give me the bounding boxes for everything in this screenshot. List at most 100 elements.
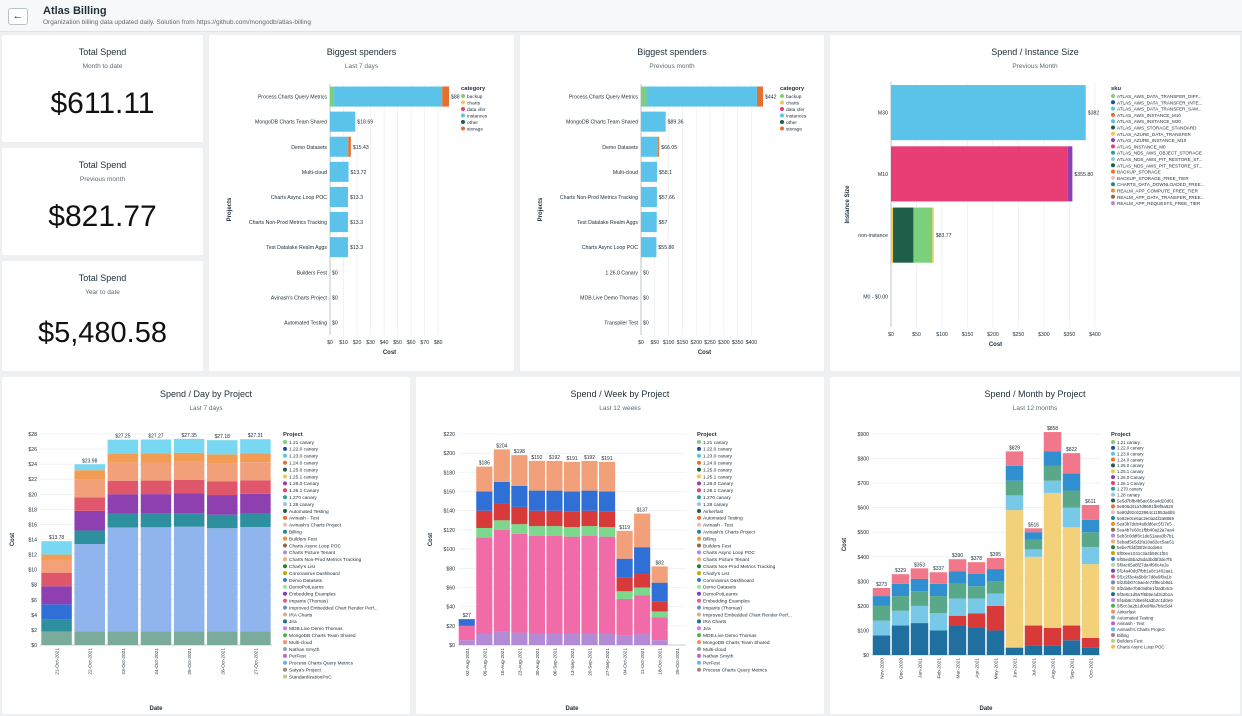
chart-plot[interactable]: $0 $2 $4 $6 $8 $10 $12 $14 $16 $18 $20 $22 $24 $26 $28… (2, 377, 410, 714)
bar-segment[interactable] (651, 611, 668, 618)
bar-segment[interactable] (581, 460, 598, 491)
bar-segment[interactable] (173, 513, 205, 527)
chart-plot[interactable]: $0 $10 $20 $30 $40 $50 $60 $70 $80 Cost Projects Pr… (209, 35, 514, 371)
bar-segment[interactable] (641, 86, 647, 107)
bar-segment[interactable] (563, 491, 581, 512)
bar-segment[interactable] (476, 527, 493, 538)
bar-segment[interactable] (1081, 504, 1100, 520)
bar-segment[interactable] (563, 536, 581, 634)
bar-segment[interactable] (563, 461, 581, 492)
bar-segment[interactable] (581, 490, 598, 511)
bar-segment[interactable] (528, 510, 545, 527)
bar-segment[interactable] (599, 511, 616, 528)
bar-segment[interactable] (207, 454, 238, 464)
bar-segment[interactable] (967, 562, 986, 574)
bar-segment[interactable] (563, 633, 581, 645)
bar-segment[interactable] (910, 578, 929, 592)
bar-segment[interactable] (1062, 507, 1081, 528)
bar-segment[interactable] (872, 596, 891, 606)
bar-segment[interactable] (493, 520, 510, 530)
bar-segment[interactable] (140, 453, 172, 463)
bar-segment[interactable] (1043, 451, 1062, 466)
bar-segment[interactable] (599, 633, 616, 645)
bar-segment[interactable] (581, 526, 598, 536)
bar-segment[interactable] (546, 633, 563, 645)
bar-segment[interactable] (756, 86, 764, 107)
bar-segment[interactable] (1043, 645, 1062, 655)
bar-segment[interactable] (207, 495, 238, 515)
bar-segment[interactable] (913, 207, 933, 263)
bar-segment[interactable] (872, 620, 891, 636)
bar-segment[interactable] (511, 632, 528, 645)
bar-segment[interactable] (107, 513, 139, 528)
bar-segment[interactable] (651, 582, 668, 602)
bar-segment[interactable] (948, 559, 967, 572)
bar-segment[interactable] (1081, 519, 1100, 533)
bar-segment[interactable] (641, 111, 666, 132)
bar-segment[interactable] (41, 631, 72, 645)
bar-segment[interactable] (616, 558, 633, 578)
bar-segment[interactable] (651, 566, 668, 583)
bar-segment[interactable] (107, 453, 139, 463)
bar-segment[interactable] (872, 605, 891, 621)
bar-segment[interactable] (240, 439, 271, 454)
bar-segment[interactable] (641, 186, 657, 207)
bar-segment[interactable] (986, 558, 1005, 570)
chart-plot[interactable]: $0 $50 $100 $150 $200 $250 $300 $350 $400 Cost Pro… (520, 35, 824, 371)
bar-segment[interactable] (493, 529, 510, 632)
bar-segment[interactable] (616, 598, 633, 636)
bar-segment[interactable] (74, 479, 105, 498)
bar-segment[interactable] (1043, 480, 1062, 493)
bar-segment[interactable] (546, 460, 563, 491)
bar-segment[interactable] (872, 587, 891, 597)
bar-segment[interactable] (528, 535, 545, 634)
bar-segment[interactable] (511, 533, 528, 633)
bar-segment[interactable] (910, 605, 929, 624)
bar-segment[interactable] (41, 572, 72, 587)
bar-segment[interactable] (41, 541, 72, 555)
bar-segment[interactable] (1005, 495, 1024, 511)
bar-segment[interactable] (511, 524, 528, 534)
bar-segment[interactable] (546, 535, 563, 634)
bar-segment[interactable] (929, 572, 948, 584)
bar-segment[interactable] (476, 466, 493, 492)
bar-segment[interactable] (511, 485, 528, 507)
bar-segment[interactable] (929, 583, 948, 597)
bar-segment[interactable] (41, 619, 72, 632)
bar-segment[interactable] (641, 212, 657, 233)
bar-segment[interactable] (891, 625, 910, 655)
bar-segment[interactable] (107, 527, 139, 632)
bar-segment[interactable] (107, 494, 139, 514)
bar-segment[interactable] (641, 161, 658, 182)
bar-segment[interactable] (967, 586, 986, 599)
chart-plot[interactable]: $0 $20 $40 $60 $80 $100 $120 $140 $160 $180 $200 $2… (416, 377, 824, 714)
bar-segment[interactable] (1005, 451, 1024, 466)
bar-segment[interactable] (107, 480, 139, 495)
bar-segment[interactable] (207, 481, 238, 496)
bar-segment[interactable] (74, 464, 105, 471)
bar-segment[interactable] (599, 491, 616, 512)
bar-segment[interactable] (910, 623, 929, 655)
bar-segment[interactable] (74, 470, 105, 480)
bar-segment[interactable] (563, 511, 581, 528)
bar-segment[interactable] (891, 574, 910, 584)
bar-segment[interactable] (173, 526, 205, 632)
bar-segment[interactable] (173, 631, 205, 645)
bar-segment[interactable] (1081, 637, 1100, 648)
bar-segment[interactable] (330, 136, 349, 157)
arrow-left-icon[interactable]: ← (8, 8, 28, 25)
bar-segment[interactable] (634, 587, 651, 596)
bar-segment[interactable] (173, 493, 205, 514)
bar-segment[interactable] (1024, 549, 1043, 557)
bar-segment[interactable] (581, 535, 598, 634)
bar-segment[interactable] (493, 631, 510, 645)
bar-segment[interactable] (348, 136, 351, 157)
bar-segment[interactable] (967, 598, 986, 614)
bar-segment[interactable] (929, 613, 948, 631)
bar-segment[interactable] (173, 452, 205, 462)
bar-segment[interactable] (1081, 532, 1100, 547)
bar-segment[interactable] (173, 479, 205, 494)
bar-segment[interactable] (1062, 453, 1081, 474)
bar-segment[interactable] (207, 463, 238, 482)
bar-segment[interactable] (929, 630, 948, 655)
